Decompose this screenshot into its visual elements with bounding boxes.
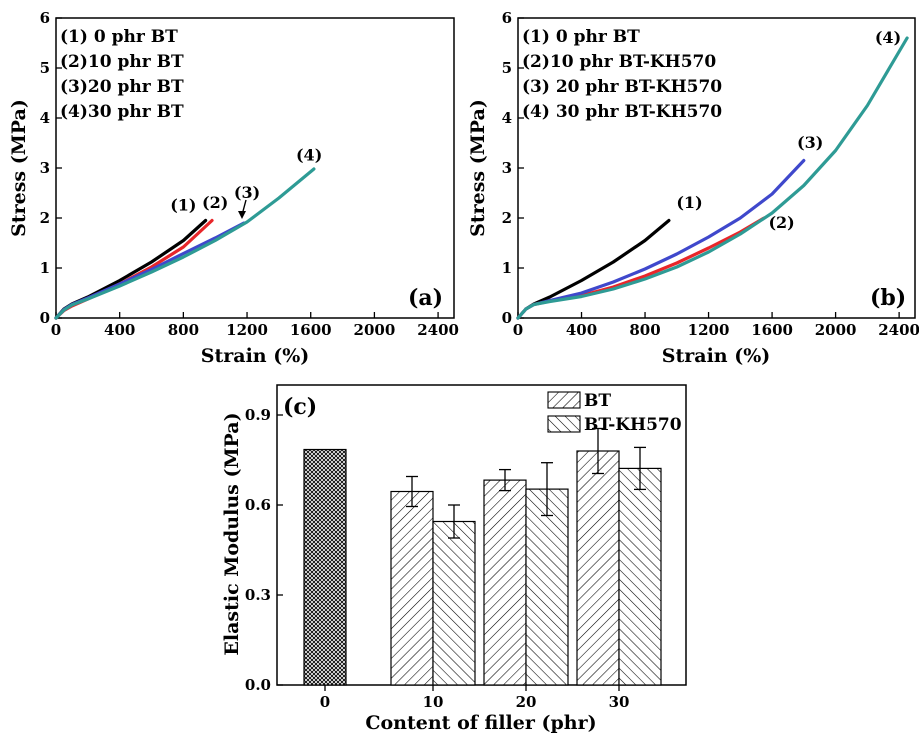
- bar-bt-10: [390, 490, 434, 686]
- y-tick-label: 0.0: [245, 676, 271, 694]
- panel-c-legend: BT BT-KH570: [547, 391, 682, 435]
- x-tick-label: 1600: [290, 321, 332, 339]
- y-tick-label: 4: [502, 109, 512, 127]
- y-tick-label: 6: [502, 9, 512, 27]
- panel-b-x-ticks: 0 400 800 1200 1600 2000 2400: [513, 312, 919, 339]
- panel-a-y-ticks: 0 1 2 3 4 5 6: [40, 9, 62, 327]
- panel-b-x-title: Strain (%): [662, 345, 771, 367]
- series-line-3: [516, 158, 806, 320]
- series-line-3: [54, 221, 246, 320]
- x-tick-label: 1600: [751, 321, 793, 339]
- y-tick-label: 1: [502, 259, 512, 277]
- panel-a-y-title: Stress (MPa): [8, 99, 30, 237]
- legend-entry-3: (3) 20 phr BT-KH570: [522, 77, 722, 97]
- panel-c-x-title: Content of filler (phr): [365, 712, 596, 734]
- y-tick-label: 5: [502, 59, 512, 77]
- curve-label-2: (2): [768, 213, 794, 232]
- arrowhead-3-a: [238, 211, 246, 219]
- legend-entry-1: (1) 0 phr BT: [522, 27, 640, 47]
- panel-a-x-ticks: 0 400 800 1200 1600 2000 2400: [51, 312, 459, 339]
- x-tick-label: 2000: [354, 321, 396, 339]
- series-line-4: [54, 167, 316, 320]
- x-tick-label: 800: [168, 321, 199, 339]
- panel-b-series: [516, 36, 909, 320]
- panel-c-frame: [276, 384, 687, 686]
- curve-label-3: (3): [797, 133, 823, 152]
- legend-entry-1: (1) 0 phr BT: [60, 27, 178, 47]
- series-line-2: [516, 216, 766, 320]
- x-tick-label: 800: [629, 321, 660, 339]
- curve-label-1: (1): [170, 196, 196, 215]
- panel-a-series: [54, 167, 316, 320]
- x-tick-label: 0: [320, 693, 330, 711]
- panel-b-y-title: Stress (MPa): [467, 99, 489, 237]
- curve-label-3: (3): [234, 183, 260, 202]
- panel-c-bars: [303, 427, 662, 686]
- y-tick-label: 2: [40, 209, 50, 227]
- bar-bt-30: [576, 450, 620, 686]
- series-line-4: [516, 36, 909, 320]
- legend-entry-2: (2)10 phr BT: [60, 52, 184, 72]
- panel-b-legend: (1) 0 phr BT (2)10 phr BT-KH570 (3) 20 phr…: [522, 27, 722, 122]
- bar-bt-kh570-20: [525, 488, 569, 686]
- panel-b-y-ticks: 0 1 2 3 4 5 6: [502, 9, 524, 327]
- y-tick-label: 2: [502, 209, 512, 227]
- legend-entry-4: (4) 30 phr BT-KH570: [522, 102, 722, 122]
- panel-c: 0.0 0.3 0.6 0.9 0 10 20 30 BT BT-KH570 (c) Cont…: [221, 384, 687, 734]
- panel-a-label: (a): [408, 285, 443, 311]
- panel-a-annotations: (1) (2) (3) (4): [170, 146, 322, 215]
- legend-entry-3: (3)20 phr BT: [60, 77, 184, 97]
- x-tick-label: 2400: [878, 321, 919, 339]
- panel-c-y-ticks: 0.0 0.3 0.6 0.9: [245, 406, 283, 694]
- legend-entry-4: (4)30 phr BT: [60, 102, 184, 122]
- curve-label-2: (2): [202, 193, 228, 212]
- bar-bt-20: [483, 479, 527, 686]
- panel-a-x-title: Strain (%): [201, 345, 310, 367]
- bar-bt-kh570-30: [618, 467, 662, 686]
- x-tick-label: 2000: [815, 321, 857, 339]
- panel-a-legend: (1) 0 phr BT (2)10 phr BT (3)20 phr BT (4)3…: [60, 27, 184, 122]
- legend-swatch-1: [547, 391, 581, 409]
- curve-label-4: (4): [296, 146, 322, 165]
- y-tick-label: 0.3: [245, 586, 271, 604]
- x-tick-label: 1200: [226, 321, 268, 339]
- x-tick-label: 20: [516, 693, 537, 711]
- x-tick-label: 0: [51, 321, 61, 339]
- x-tick-label: 1200: [688, 321, 730, 339]
- curve-label-4: (4): [875, 28, 901, 47]
- y-tick-label: 1: [40, 259, 50, 277]
- y-tick-label: 3: [502, 159, 512, 177]
- panel-b-annotations: (1) (2) (3) (4): [676, 28, 901, 232]
- y-tick-label: 0: [502, 309, 512, 327]
- panel-a: 0 400 800 1200 1600 2000 2400 0 1 2 3 4 5 6 (1) (2) (3…: [8, 9, 459, 367]
- bar-bt-kh570-10: [432, 520, 476, 686]
- panel-c-x-ticks: 0 10 20 30: [320, 685, 630, 711]
- panel-c-label: (c): [283, 394, 317, 420]
- x-tick-label: 30: [609, 693, 630, 711]
- y-tick-label: 6: [40, 9, 50, 27]
- y-tick-label: 0.6: [245, 496, 271, 514]
- panel-b: 0 400 800 1200 1600 2000 2400 0 1 2 3 4 5 6 (1) (2) (3…: [467, 9, 919, 367]
- legend-entry-2: (2)10 phr BT-KH570: [522, 52, 716, 72]
- legend-entry-1: BT: [584, 391, 611, 411]
- bar-bt-0: [303, 448, 347, 686]
- panel-b-label: (b): [870, 285, 906, 311]
- curve-label-1: (1): [676, 193, 702, 212]
- x-tick-label: 2400: [417, 321, 459, 339]
- x-tick-label: 400: [104, 321, 135, 339]
- x-tick-label: 400: [566, 321, 597, 339]
- y-tick-label: 0.9: [245, 406, 271, 424]
- legend-swatch-2: [547, 415, 581, 433]
- panel-c-y-title: Elastic Modulus (MPa): [221, 412, 243, 655]
- x-tick-label: 10: [423, 693, 444, 711]
- x-tick-label: 0: [513, 321, 523, 339]
- legend-entry-2: BT-KH570: [584, 415, 682, 435]
- y-tick-label: 0: [40, 309, 50, 327]
- y-tick-label: 4: [40, 109, 50, 127]
- y-tick-label: 3: [40, 159, 50, 177]
- y-tick-label: 5: [40, 59, 50, 77]
